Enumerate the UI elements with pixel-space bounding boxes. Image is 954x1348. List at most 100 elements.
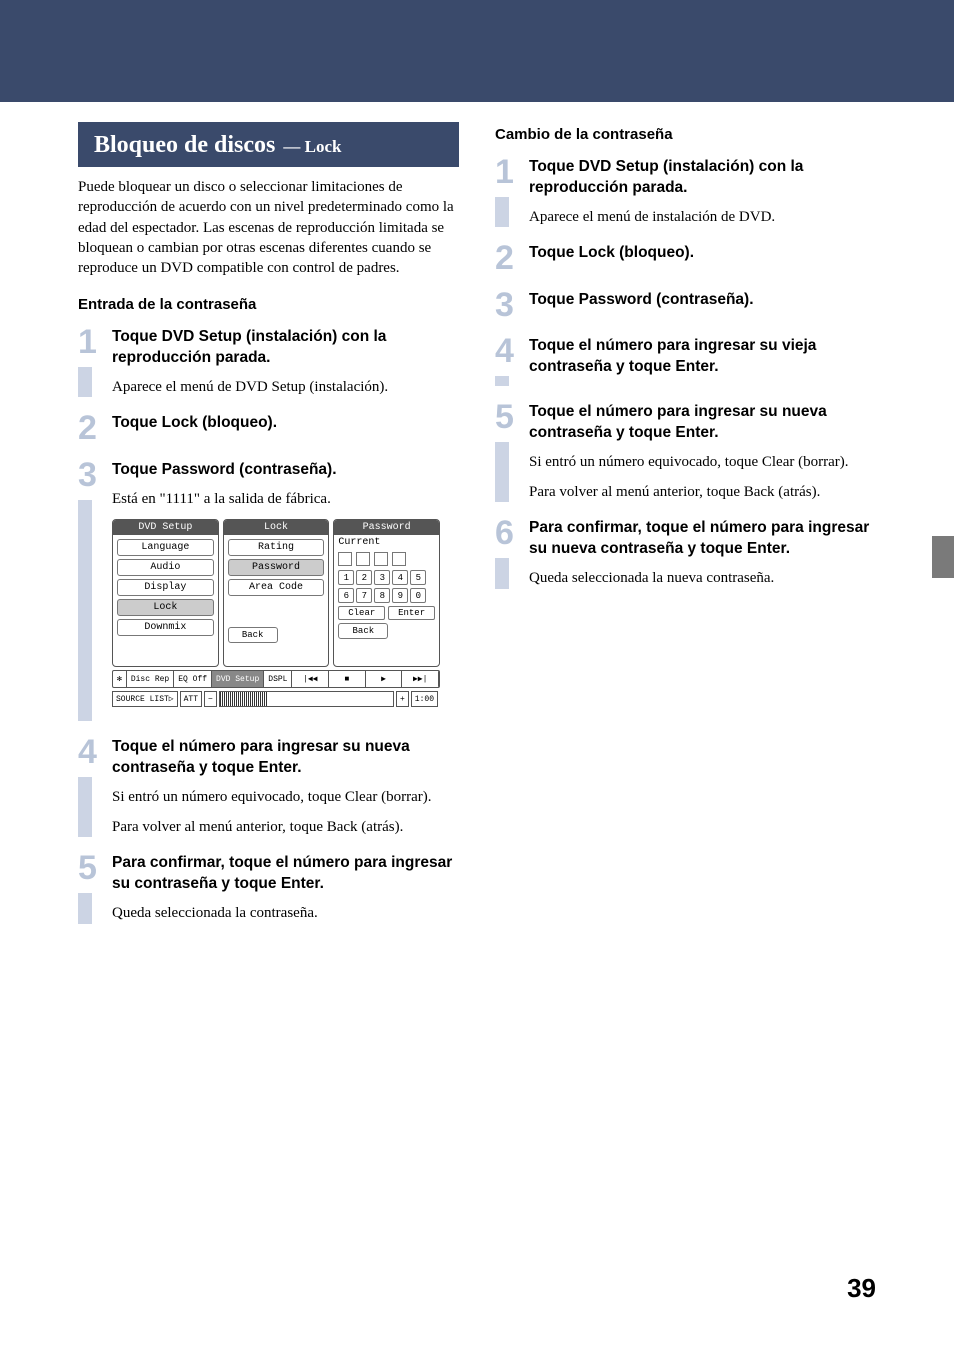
ui-keypad-key[interactable]: 0 [410,588,426,603]
ui-menu-item[interactable]: Audio [117,559,214,576]
ui-panel-header: DVD Setup [113,520,218,535]
ui-password-digit [392,552,406,566]
step-text: Está en "1111" a la salida de fábrica. [112,489,459,509]
step-body: Toque Lock (bloqueo). [112,413,459,444]
ui-panel-header: Password [334,520,439,535]
ui-bottombar-cell[interactable]: Disc Rep [127,671,174,687]
ui-back-button[interactable]: Back [338,623,388,639]
ui-menu-item[interactable]: Lock [117,599,214,616]
step-body: Toque el número para ingresar su vieja c… [529,336,876,386]
plus-button[interactable]: + [396,691,409,707]
step: 4Toque el número para ingresar su vieja … [495,336,876,386]
transport-button[interactable]: ▶▶| [402,671,439,687]
step-number: 2 [495,243,529,274]
ui-panel-header: Lock [224,520,329,535]
step-title: Toque DVD Setup (instalación) con la rep… [112,327,459,369]
section-intro: Puede bloquear un disco o seleccionar li… [78,177,459,278]
ui-bottombar-cell[interactable]: DVD Setup [212,671,264,687]
step-title: Toque el número para ingresar su vieja c… [529,336,876,378]
step: 2Toque Lock (bloqueo). [78,413,459,444]
step-title: Toque el número para ingresar su nueva c… [112,737,459,779]
ui-enter-button[interactable]: Enter [388,606,435,620]
step-body: Toque DVD Setup (instalación) con la rep… [529,157,876,227]
section-title-sub: — Lock [283,137,341,156]
transport-button[interactable]: ■ [329,671,366,687]
step-bar [78,893,92,923]
dvd-setup-mock: DVD Setup Language Audio Display Lock Downmix… [112,519,440,707]
step: 1Toque DVD Setup (instalación) con la re… [495,157,876,227]
step-text: Si entró un número equivocado, toque Cle… [112,787,459,807]
ui-keypad-key[interactable]: 4 [392,570,408,585]
step-title: Para confirmar, toque el número para ing… [112,853,459,895]
step-title: Para confirmar, toque el número para ing… [529,518,876,560]
right-steps: 1Toque DVD Setup (instalación) con la re… [495,157,876,589]
ui-source-bar: SOURCE LIST▷ATT−+1:00 [112,691,440,707]
ui-progress-bar[interactable] [219,691,394,707]
step-title: Toque DVD Setup (instalación) con la rep… [529,157,876,199]
ui-menu-item[interactable]: Language [117,539,214,556]
step-body: Toque DVD Setup (instalación) con la rep… [112,327,459,397]
step: 3 Toque Password (contraseña). Está en "11… [78,460,459,721]
step-bar [495,558,509,588]
minus-button[interactable]: − [204,691,217,707]
step-number: 2 [78,413,112,444]
section-title-main: Bloqueo de discos [94,132,275,158]
step-bar [495,197,509,227]
ui-keypad-key[interactable]: 7 [356,588,372,603]
step-bar [78,777,92,837]
ui-keypad-key[interactable]: 2 [356,570,372,585]
gear-icon[interactable]: ✻ [113,671,127,687]
source-list-button[interactable]: SOURCE LIST▷ [112,691,178,707]
section-title: Bloqueo de discos — Lock [78,122,459,167]
step-text: Aparece el menú de DVD Setup (instalació… [112,377,459,397]
step-text: Queda seleccionada la contraseña. [112,903,459,923]
step-bar [495,376,509,386]
ui-keypad-key[interactable]: 1 [338,570,354,585]
step-title: Toque Password (contraseña). [529,290,876,311]
step-body: Para confirmar, toque el número para ing… [529,518,876,588]
step-title: Toque Lock (bloqueo). [112,413,459,434]
right-column: Cambio de la contraseña 1Toque DVD Setup… [495,122,876,940]
ui-keypad-key[interactable]: 3 [374,570,390,585]
ui-menu-item[interactable]: Downmix [117,619,214,636]
step-body: Toque el número para ingresar su nueva c… [112,737,459,837]
page-number: 39 [847,1273,876,1304]
step: 1Toque DVD Setup (instalación) con la re… [78,327,459,397]
ui-bottom-bar: ✻Disc RepEQ OffDVD SetupDSPL|◀◀■▶▶▶| [112,670,440,688]
step-body: Toque Password (contraseña). [529,290,876,321]
step-title: Toque Password (contraseña). [112,460,459,481]
step-text: Para volver al menú anterior, toque Back… [529,482,876,502]
transport-button[interactable]: |◀◀ [292,671,329,687]
step-body: Toque el número para ingresar su nueva c… [529,402,876,502]
ui-panel: DVD Setup Language Audio Display Lock Downmix [112,519,219,667]
step: 4Toque el número para ingresar su nueva … [78,737,459,837]
ui-menu-item[interactable]: Area Code [228,579,325,596]
ui-back-button[interactable]: Back [228,627,278,643]
ui-keypad-key[interactable]: 6 [338,588,354,603]
ui-menu-item[interactable]: Rating [228,539,325,556]
transport-button[interactable]: ▶ [366,671,403,687]
ui-keypad-key[interactable]: 9 [392,588,408,603]
step-text: Queda seleccionada la nueva contraseña. [529,568,876,588]
ui-password-panel: PasswordCurrent1234567890ClearEnterBack [333,519,440,667]
step-title: Toque Lock (bloqueo). [529,243,876,264]
step-bar [495,442,509,502]
step: 3Toque Password (contraseña). [495,290,876,321]
step-text: Si entró un número equivocado, toque Cle… [529,452,876,472]
step: 5Para confirmar, toque el número para in… [78,853,459,923]
ui-password-digit [374,552,388,566]
ui-bottombar-cell[interactable]: EQ Off [174,671,212,687]
ui-menu-item[interactable]: Password [228,559,325,576]
ui-keypad-key[interactable]: 8 [374,588,390,603]
ui-password-digit [356,552,370,566]
ui-menu-item[interactable]: Display [117,579,214,596]
att-button[interactable]: ATT [180,691,202,707]
ui-keypad-key[interactable]: 5 [410,570,426,585]
header-band [0,0,954,102]
step-body: Toque Password (contraseña). Está en "111… [112,460,459,721]
right-subheading: Cambio de la contraseña [495,126,876,143]
ui-password-digit [338,552,352,566]
ui-clear-button[interactable]: Clear [338,606,385,620]
step: 6Para confirmar, toque el número para in… [495,518,876,588]
ui-bottombar-cell[interactable]: DSPL [264,671,292,687]
